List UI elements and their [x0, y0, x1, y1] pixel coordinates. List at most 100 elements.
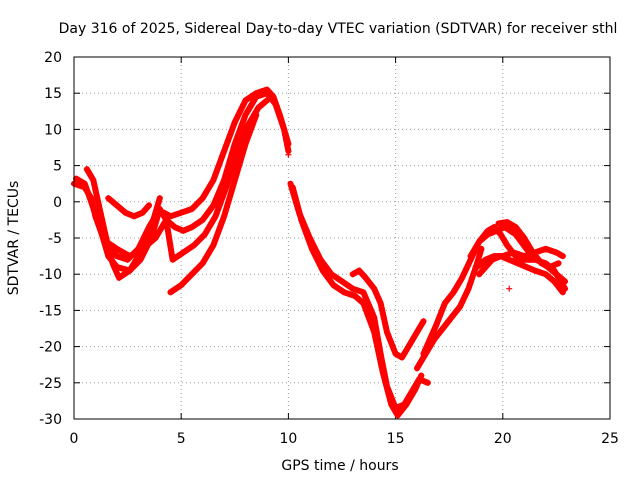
- data-point: [212, 198, 219, 205]
- data-point: [258, 92, 265, 99]
- data-point: [238, 106, 245, 113]
- data-point: [212, 213, 219, 220]
- data-point: [191, 242, 198, 249]
- plot-area: [71, 86, 568, 419]
- data-point: [319, 267, 326, 274]
- data-point: [83, 166, 90, 173]
- data-point: [221, 189, 228, 196]
- data-point: [405, 343, 412, 350]
- data-point: [113, 253, 120, 260]
- data-point: [356, 296, 363, 303]
- data-point: [482, 263, 489, 270]
- data-point: [360, 289, 367, 296]
- data-point: [384, 387, 391, 394]
- data-point: [106, 241, 113, 248]
- data-point: [180, 227, 187, 234]
- data-point: [158, 209, 165, 216]
- data-point: [139, 245, 146, 252]
- data-point: [231, 140, 238, 147]
- data-point: [537, 269, 544, 276]
- y-tick-label: 5: [53, 159, 62, 175]
- data-point: [292, 193, 299, 200]
- data-point: [450, 289, 457, 296]
- y-tick-label: -5: [48, 231, 62, 247]
- data-point: [109, 260, 116, 267]
- data-point: [514, 260, 521, 267]
- data-point: [163, 221, 170, 228]
- data-point: [167, 241, 174, 248]
- data-point: [209, 217, 216, 224]
- data-point: [463, 290, 470, 297]
- data-point: [213, 193, 220, 200]
- data-point: [373, 339, 380, 346]
- data-point: [523, 263, 530, 270]
- data-point: [341, 289, 348, 296]
- data-point: [83, 185, 90, 192]
- data-point: [411, 387, 418, 394]
- data-point: [506, 285, 513, 292]
- data-point: [505, 226, 512, 233]
- data-point: [494, 227, 501, 234]
- data-point: [424, 341, 431, 348]
- data-point: [383, 382, 390, 389]
- data-point: [509, 228, 516, 235]
- data-point: [81, 180, 88, 187]
- data-point: [512, 224, 519, 231]
- data-point: [481, 231, 488, 238]
- data-point: [414, 365, 421, 372]
- y-tick-label: 0: [53, 195, 62, 211]
- data-point: [371, 314, 378, 321]
- data-point: [295, 207, 302, 214]
- data-point: [91, 181, 98, 188]
- isolated-points: [285, 151, 513, 292]
- data-point: [123, 269, 130, 276]
- data-point: [122, 209, 129, 216]
- data-point: [231, 119, 238, 126]
- data-point: [166, 236, 173, 243]
- data-point: [240, 101, 247, 108]
- data-point: [559, 289, 566, 296]
- data-point: [311, 250, 318, 257]
- data-point: [476, 238, 483, 245]
- data-point: [327, 278, 334, 285]
- data-point: [188, 206, 195, 213]
- data-point: [504, 219, 511, 226]
- data-point: [371, 329, 378, 336]
- data-point: [90, 177, 97, 184]
- data-point: [210, 177, 217, 184]
- plot-frame: [73, 56, 611, 420]
- data-point: [149, 219, 156, 226]
- data-point: [465, 285, 472, 292]
- data-point: [470, 248, 477, 255]
- data-point: [527, 265, 534, 272]
- data-point: [234, 168, 241, 175]
- data-point: [266, 93, 273, 100]
- data-point: [202, 190, 209, 197]
- data-point: [495, 220, 502, 227]
- data-point: [420, 350, 427, 357]
- data-point: [94, 196, 101, 203]
- data-point: [263, 97, 270, 104]
- data-point: [440, 304, 447, 311]
- data-point: [233, 151, 240, 158]
- data-point: [227, 190, 234, 197]
- data-point: [434, 332, 441, 339]
- data-point: [269, 97, 276, 104]
- series-band: [349, 267, 427, 361]
- data-point: [259, 101, 266, 108]
- data-point: [187, 244, 194, 251]
- data-point: [222, 208, 229, 215]
- data-point: [222, 143, 229, 150]
- data-point: [322, 271, 329, 278]
- data-point: [105, 195, 112, 202]
- data-point: [470, 270, 477, 277]
- data-point: [233, 114, 240, 121]
- data-point: [207, 222, 214, 229]
- data-point: [196, 219, 203, 226]
- data-point: [183, 247, 190, 254]
- data-point: [217, 198, 224, 205]
- data-point: [399, 354, 406, 361]
- data-point: [244, 136, 251, 143]
- data-point: [176, 225, 183, 232]
- data-point: [524, 239, 531, 246]
